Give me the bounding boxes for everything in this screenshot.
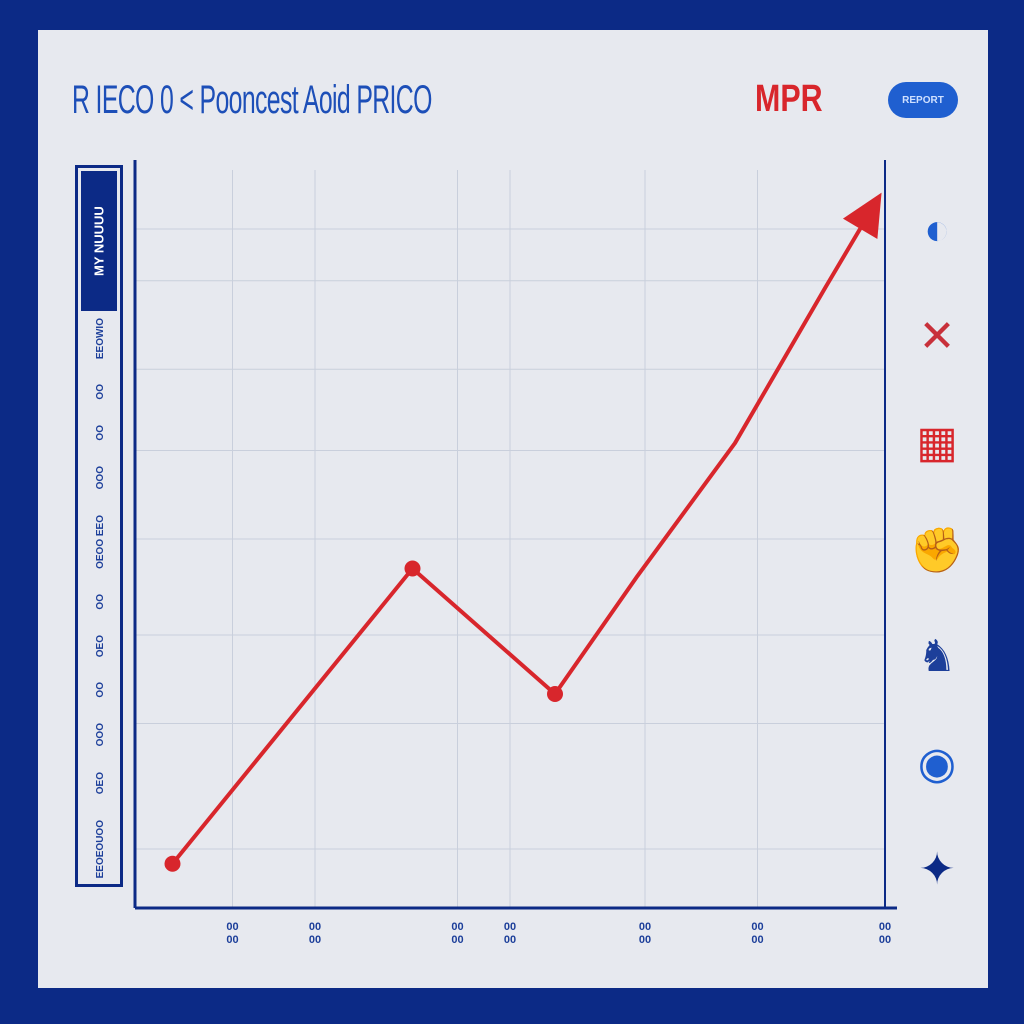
x-tick-label: 00 bbox=[226, 921, 238, 933]
chart-title: R IECO 0 < Pooncest Aoid PRICO bbox=[72, 78, 432, 122]
fist-logo-icon: ✊ bbox=[909, 525, 965, 575]
arrow-head bbox=[842, 192, 882, 239]
x-tick-label: 00 bbox=[751, 921, 763, 933]
x-tick-label: 00 bbox=[504, 934, 516, 946]
data-point bbox=[404, 560, 421, 577]
bird-logo-icon: ✦ bbox=[918, 845, 956, 894]
x-tick-label: 00 bbox=[309, 921, 321, 933]
legend: MY NUUUU EEOWIO OO OO OOO OEOO EEO OO OEO OO OOO… bbox=[75, 165, 123, 887]
x-tick-label: 00 bbox=[751, 934, 763, 946]
x-tick-label: 00 bbox=[504, 921, 516, 933]
dolphin-logo-icon: ◐ bbox=[923, 205, 951, 254]
x-tick-label: 00 bbox=[879, 934, 891, 946]
x-tick-label: 00 bbox=[639, 921, 651, 933]
series-line bbox=[170, 197, 880, 866]
horse-logo-icon: ♞ bbox=[917, 632, 957, 681]
speech-bubble-badge: REPORT bbox=[888, 82, 958, 118]
x-tick-label: 00 bbox=[226, 934, 238, 946]
x-tick-label: 00 bbox=[451, 934, 463, 946]
cross-logo-icon: ✕ bbox=[918, 311, 956, 361]
data-point bbox=[164, 855, 181, 872]
team-logo-column: ◐ ✕ ▦ ✊ ♞ ◉ ✦ bbox=[902, 205, 972, 895]
x-tick-label: 00 bbox=[451, 921, 463, 933]
chart-panel bbox=[38, 30, 988, 988]
ball-logo-icon: ◉ bbox=[917, 738, 957, 788]
helmet-logo-icon: ▦ bbox=[916, 418, 958, 467]
data-point bbox=[547, 685, 563, 702]
x-tick-label: 00 bbox=[879, 921, 891, 933]
x-tick-label: 00 bbox=[309, 934, 321, 946]
brand-logo: MPR bbox=[755, 78, 823, 120]
x-tick-label: 00 bbox=[639, 934, 651, 946]
